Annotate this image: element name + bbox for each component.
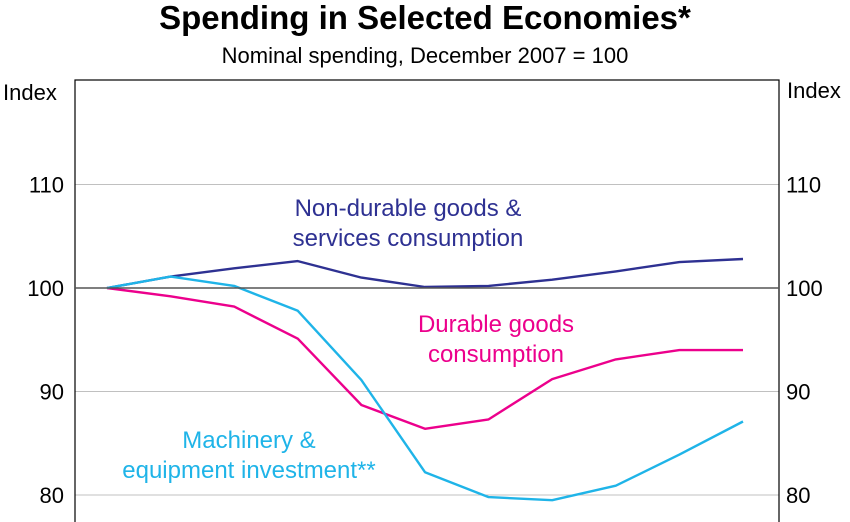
plot-frame (74, 79, 780, 522)
series-lines (106, 257, 744, 502)
series-label-machinery-line2: equipment investment** (122, 457, 375, 484)
y-tick-left-100: 100 (27, 276, 64, 301)
series-line-durable (106, 286, 743, 430)
chart-title: Spending in Selected Economies* (159, 0, 691, 36)
series-line-machinery (106, 275, 744, 502)
y-tick-left-90: 90 (40, 380, 64, 405)
y-tick-right-90: 90 (786, 380, 810, 405)
series-label-durable-line2: consumption (428, 341, 564, 368)
series-labels: Non-durable goods & services consumption D… (122, 195, 574, 484)
series-label-machinery-line1: Machinery & (182, 427, 315, 454)
y-tick-right-110: 110 (786, 173, 821, 198)
y-axis-label-left: Index (3, 80, 57, 105)
y-tick-right-80: 80 (786, 483, 810, 508)
series-label-durable-line1: Durable goods (418, 311, 574, 338)
y-axis-label-right: Index (787, 78, 841, 103)
series-label-nondurable-line2: services consumption (293, 225, 524, 252)
series-label-nondurable-line1: Non-durable goods & (295, 195, 522, 222)
y-tick-left-80: 80 (40, 483, 64, 508)
chart-subtitle: Nominal spending, December 2007 = 100 (222, 43, 629, 68)
y-tick-left-110: 110 (29, 173, 64, 198)
tick-labels: 80 80 90 90 100 100 110 110 (27, 173, 822, 509)
gridlines (75, 184, 779, 496)
series-line-nondurable (106, 257, 744, 290)
y-tick-right-100: 100 (786, 276, 823, 301)
